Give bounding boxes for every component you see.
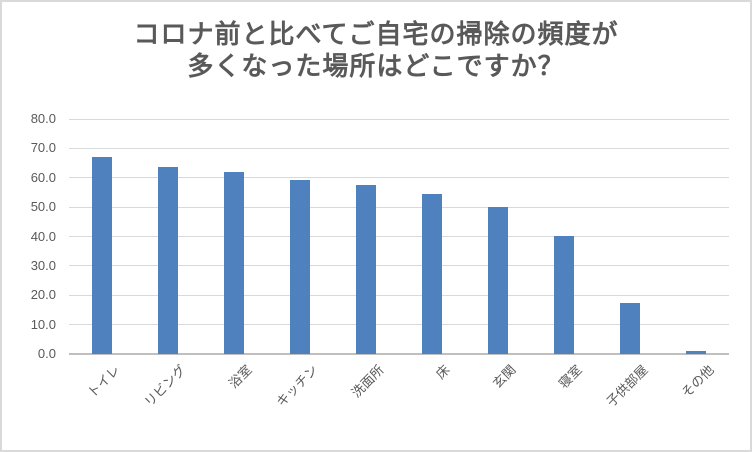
y-axis-tick-label: 80.0 [30, 111, 56, 126]
x-axis-category-label: トイレ [71, 360, 123, 400]
gridline [69, 118, 729, 120]
x-axis-category-label: キッチン [256, 360, 320, 409]
chart-title: コロナ前と比べてご自宅の掃除の頻度が 多くなった場所はどこですか？ [0, 18, 752, 82]
x-axis-category-label: 洗面所 [335, 360, 387, 400]
gridline [69, 177, 729, 179]
gridline [69, 324, 729, 326]
bar [422, 193, 442, 354]
x-axis-category-label: リビング [124, 360, 188, 409]
y-axis-tick-label: 0.0 [37, 346, 56, 361]
gridline [69, 206, 729, 208]
bar [554, 235, 574, 354]
gridline [69, 236, 729, 237]
x-axis-category-label-text: 玄関 [489, 362, 519, 392]
x-axis-category-label: 寝室 [546, 360, 585, 391]
x-axis-category-label-text: 浴室 [225, 362, 255, 392]
bar [158, 166, 178, 354]
chart-title-line-1: コロナ前と比べてご自宅の掃除の頻度が [133, 19, 619, 49]
bar [224, 172, 244, 354]
y-axis-tick-label: 40.0 [30, 228, 56, 244]
chart-title-line-2: 多くなった場所はどこですか？ [187, 51, 565, 81]
bar [356, 184, 376, 354]
gridline [69, 294, 729, 296]
y-axis-tick-label: 10.0 [30, 316, 56, 332]
x-axis-category-label-text: トイレ [84, 362, 123, 401]
bar [290, 180, 310, 354]
y-axis-tick-label: 20.0 [30, 287, 56, 303]
y-axis-tick-label: 70.0 [30, 140, 56, 156]
x-axis-category-label-text: 子供部屋 [603, 362, 651, 410]
y-axis-tick-label: 60.0 [30, 169, 56, 185]
bar [92, 156, 112, 354]
x-axis-category-label: 床 [427, 360, 453, 382]
x-axis-category-label-text: キッチン [273, 362, 321, 410]
x-axis-category-label-text: 床 [432, 362, 453, 382]
bar [686, 351, 706, 354]
x-axis-category-label-text: 洗面所 [348, 362, 387, 401]
x-axis-category-label-text: その他 [678, 362, 717, 401]
y-axis-tick-label: 30.0 [30, 257, 56, 273]
x-axis-line [69, 353, 729, 355]
x-axis-category-label: 子供部屋 [586, 360, 650, 409]
gridline [69, 265, 729, 267]
x-axis-category-label-text: 寝室 [555, 362, 585, 392]
y-axis-tick-label: 50.0 [30, 199, 56, 215]
gridline [69, 147, 729, 149]
bar [620, 303, 640, 354]
x-axis-category-label: 浴室 [216, 360, 255, 391]
x-axis-category-label: その他 [665, 360, 717, 400]
x-axis-category-label-text: リビング [141, 362, 189, 410]
x-axis-category-label: 玄関 [480, 360, 519, 391]
plot-area [69, 118, 729, 355]
bar [488, 207, 508, 354]
